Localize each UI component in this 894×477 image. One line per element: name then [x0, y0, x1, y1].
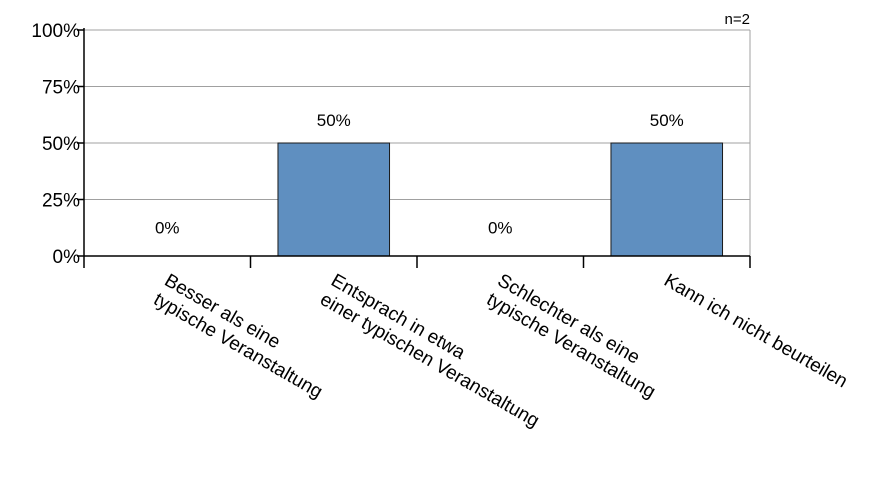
- x-category-label: Besser als einetypische Veranstaltung: [150, 270, 337, 403]
- data-label: 50%: [650, 111, 684, 130]
- data-label: 0%: [155, 218, 180, 237]
- y-tick-label: 75%: [42, 78, 80, 99]
- bar: [277, 142, 391, 257]
- x-category-label: Schlechter als einetypische Veranstaltun…: [483, 270, 670, 403]
- bars: [277, 142, 724, 257]
- y-tick-label: 50%: [42, 134, 80, 155]
- axes: [77, 28, 751, 268]
- sample-size-note: n=2: [725, 11, 750, 28]
- y-tick-label: 100%: [31, 21, 80, 42]
- data-label: 0%: [488, 218, 513, 237]
- y-tick-label: 0%: [53, 247, 81, 268]
- labels: 0% 25% 50% 75% 100% 0% 50% 0% 50% Besser als eine…: [31, 21, 851, 432]
- bar: [610, 142, 724, 257]
- x-category-label-line: typische Veranstaltung: [150, 289, 326, 403]
- x-category-label: Kann ich nicht beurteilen: [660, 270, 851, 392]
- y-tick-label: 25%: [42, 191, 80, 212]
- x-category-label-line: Kann ich nicht beurteilen: [660, 270, 851, 392]
- data-label: 50%: [317, 111, 351, 130]
